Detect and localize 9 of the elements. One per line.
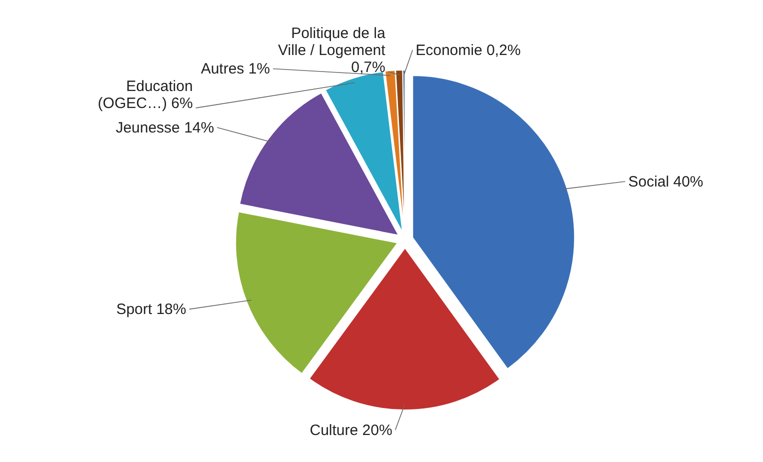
slice-label: Sport 18% <box>116 300 186 318</box>
slice-label: Social 40% <box>628 173 704 190</box>
slice-label: Culture 20% <box>310 422 392 439</box>
slice-label: Economie 0,2% <box>416 42 521 59</box>
slice-label: Jeunesse 14% <box>116 119 214 136</box>
slice-label: Politique de la Ville / Logement <box>278 24 386 59</box>
data-label: 0,7% <box>351 58 386 76</box>
slice-label: Autres 1% <box>200 60 270 78</box>
slice-label: Education (OGEC…) 6% <box>98 78 193 112</box>
